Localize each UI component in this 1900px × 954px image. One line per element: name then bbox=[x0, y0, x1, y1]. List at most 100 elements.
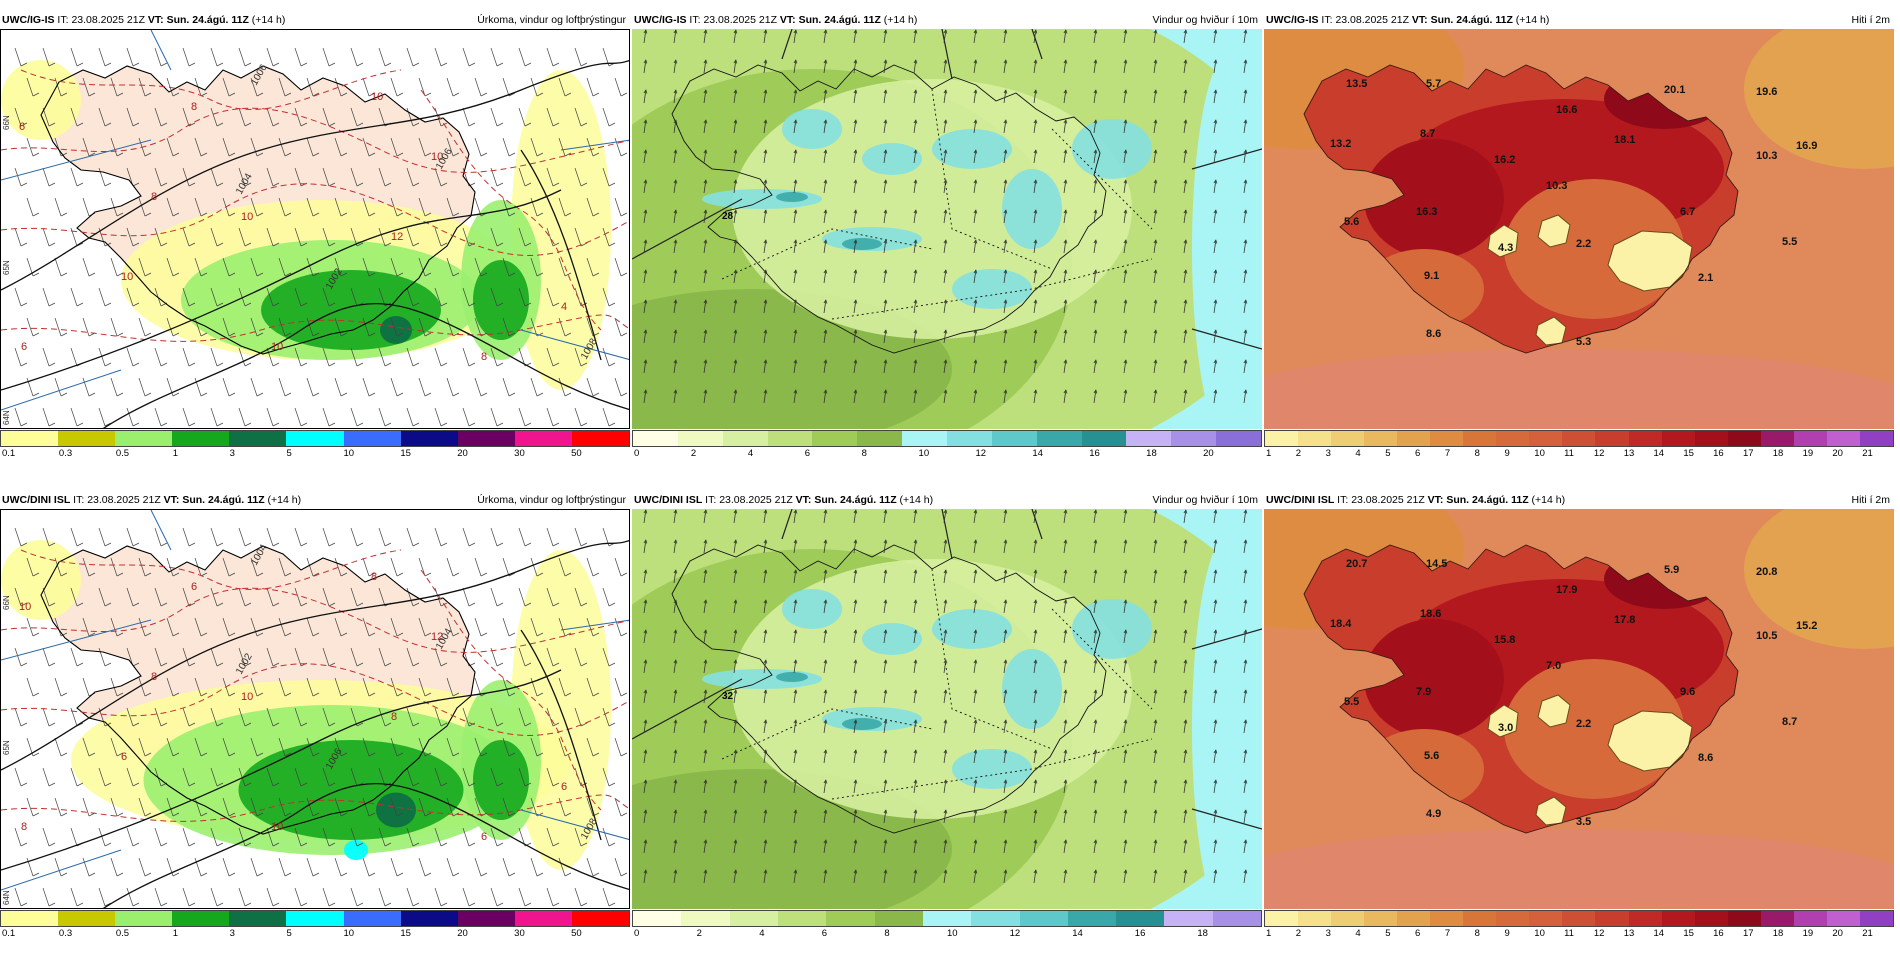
wind-arrow-head bbox=[703, 809, 708, 814]
wind-barb-flag bbox=[312, 632, 320, 637]
vt-label: VT: bbox=[1427, 494, 1444, 506]
wind-arrow bbox=[823, 210, 827, 224]
wind-arrow bbox=[853, 810, 857, 824]
wind-arrow bbox=[1123, 600, 1127, 614]
wind-barb-flag bbox=[552, 182, 560, 187]
wind-arrow bbox=[1213, 300, 1217, 314]
wind-barb-flag bbox=[312, 152, 320, 157]
wind-barb bbox=[406, 647, 414, 667]
wind-barb-flag bbox=[272, 662, 280, 667]
wind-arrow-head bbox=[643, 119, 648, 124]
wind-barb-flag bbox=[272, 782, 280, 787]
wind-arrow-head bbox=[643, 539, 648, 544]
wind-arrow-head bbox=[973, 329, 978, 334]
wind-barb bbox=[222, 737, 230, 757]
wind-barb-flag bbox=[228, 872, 236, 877]
wind-barb bbox=[182, 287, 190, 307]
wind-arrow-head bbox=[703, 839, 708, 844]
wind-arrow bbox=[853, 540, 857, 554]
wind-arrow bbox=[703, 570, 707, 584]
wind-arrow-head bbox=[943, 359, 948, 364]
wind-barb bbox=[530, 257, 538, 277]
wind-arrow bbox=[1063, 570, 1067, 584]
wind-barb-flag bbox=[76, 662, 84, 667]
wind-barb-flag bbox=[272, 602, 280, 607]
colorbar-swatch bbox=[286, 911, 344, 926]
wind-arrow bbox=[1033, 330, 1037, 344]
wind-arrow-head bbox=[1243, 569, 1248, 574]
wind-barb bbox=[154, 167, 162, 187]
wind-barb-flag bbox=[452, 332, 460, 337]
wind-barb bbox=[322, 347, 330, 367]
wind-barb-flag bbox=[300, 902, 308, 907]
wind-barb bbox=[126, 647, 134, 667]
wind-barb bbox=[490, 287, 498, 307]
colorbar-tick-label: 10 bbox=[1534, 928, 1545, 939]
wind-barb-flag bbox=[524, 242, 532, 247]
wind-arrow bbox=[703, 270, 707, 284]
wind-barb-flag bbox=[160, 602, 168, 607]
wind-barb bbox=[558, 617, 566, 637]
wind-barb-flag bbox=[356, 902, 364, 907]
wind-barb-flag bbox=[60, 332, 68, 337]
wind-arrow bbox=[1033, 540, 1037, 554]
wind-barb-flag bbox=[228, 152, 236, 157]
wind-barb-flag bbox=[496, 842, 504, 847]
wind-barb-flag bbox=[328, 302, 336, 307]
wind-arrow bbox=[823, 60, 827, 74]
wind-barb-flag bbox=[468, 422, 476, 427]
wind-arrow bbox=[733, 330, 737, 344]
wind-arrow bbox=[673, 60, 677, 74]
wind-barb bbox=[350, 527, 358, 547]
wind-barb bbox=[574, 707, 582, 727]
wind-barb bbox=[138, 257, 146, 277]
gust-field-strong bbox=[776, 672, 808, 682]
wind-arrow-head bbox=[1033, 239, 1038, 244]
wind-arrow-head bbox=[1213, 809, 1218, 814]
wind-arrow bbox=[643, 150, 647, 164]
wind-barb-flag bbox=[424, 752, 432, 757]
wind-arrow bbox=[1063, 360, 1067, 374]
wind-barb-flag bbox=[244, 662, 252, 667]
wind-barb-flag bbox=[216, 602, 224, 607]
wind-arrow-head bbox=[973, 359, 978, 364]
wind-barb bbox=[266, 827, 274, 847]
wind-barb-flag bbox=[328, 722, 336, 727]
wind-arrow bbox=[673, 150, 677, 164]
wind-barb bbox=[546, 647, 554, 667]
wind-barb-flag bbox=[312, 752, 320, 757]
wind-arrow-head bbox=[913, 659, 918, 664]
wind-arrow-head bbox=[673, 869, 678, 874]
wind-barb bbox=[334, 197, 342, 217]
wind-barb bbox=[126, 527, 134, 547]
wind-arrow bbox=[673, 240, 677, 254]
wind-barb bbox=[378, 887, 386, 907]
wind-barb bbox=[194, 197, 202, 217]
wind-arrow-head bbox=[1003, 569, 1008, 574]
wind-arrow bbox=[1123, 30, 1127, 44]
colorbar-swatch bbox=[1562, 431, 1596, 446]
wind-barb-flag bbox=[116, 272, 124, 277]
wind-barb-flag bbox=[132, 122, 140, 127]
wind-arrow-head bbox=[1093, 809, 1098, 814]
wind-barb bbox=[362, 137, 370, 157]
wind-arrow bbox=[1183, 780, 1187, 794]
wind-arrow bbox=[943, 330, 947, 344]
precip-very-heavy bbox=[376, 792, 416, 828]
wind-arrow-head bbox=[853, 89, 858, 94]
wind-barb bbox=[378, 167, 386, 187]
wind-arrow bbox=[673, 210, 677, 224]
wind-arrow bbox=[1033, 90, 1037, 104]
wind-arrow-head bbox=[1183, 719, 1188, 724]
wind-barb bbox=[558, 797, 566, 817]
wind-barb bbox=[138, 557, 146, 577]
wind-barb-flag bbox=[356, 422, 364, 427]
wind-arrow-head bbox=[703, 59, 708, 64]
wind-barb-flag bbox=[368, 572, 376, 577]
wind-barb-flag bbox=[272, 62, 280, 67]
wind-barb-flag bbox=[160, 362, 168, 367]
colorbar-swatch bbox=[1529, 911, 1563, 926]
wind-barb-flag bbox=[48, 662, 56, 667]
wind-arrow-head bbox=[943, 89, 948, 94]
wind-arrow-head bbox=[733, 569, 738, 574]
